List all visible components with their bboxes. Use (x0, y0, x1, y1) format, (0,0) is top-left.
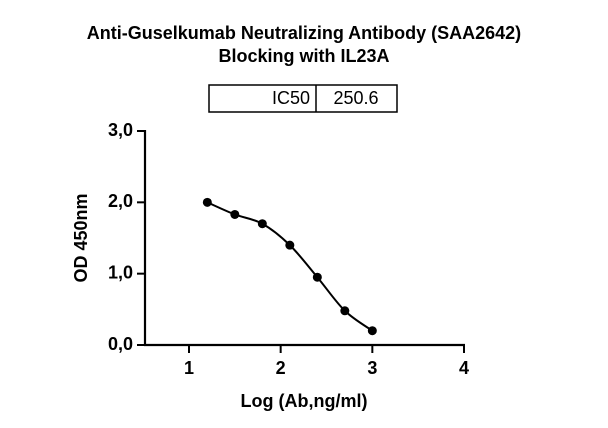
y-tick-label: 3,0 (108, 120, 133, 140)
data-point (202, 197, 212, 207)
x-axis-title: Log (Ab,ng/ml) (241, 391, 368, 411)
x-tick-label: 1 (184, 358, 194, 378)
data-point (340, 306, 350, 316)
x-tick-label: 3 (367, 358, 377, 378)
x-tick-label: 2 (276, 358, 286, 378)
y-tick-label: 2,0 (108, 191, 133, 211)
annotation-box (208, 84, 398, 113)
data-point (230, 209, 240, 219)
annotation-header: IC50 (272, 88, 310, 108)
chart-title: Anti-Guselkumab Neutralizing Antibody (S… (87, 23, 521, 43)
data-point (312, 272, 322, 282)
y-tick-label: 0,0 (108, 334, 133, 354)
x-tick-label: 4 (459, 358, 469, 378)
data-point (367, 326, 377, 336)
chart-title: Blocking with IL23A (218, 46, 389, 66)
data-point (285, 240, 295, 250)
y-axis-title: OD 450nm (71, 193, 91, 282)
y-tick-label: 1,0 (108, 262, 133, 282)
annotation-value: 250.6 (333, 88, 378, 108)
data-point (257, 219, 267, 229)
